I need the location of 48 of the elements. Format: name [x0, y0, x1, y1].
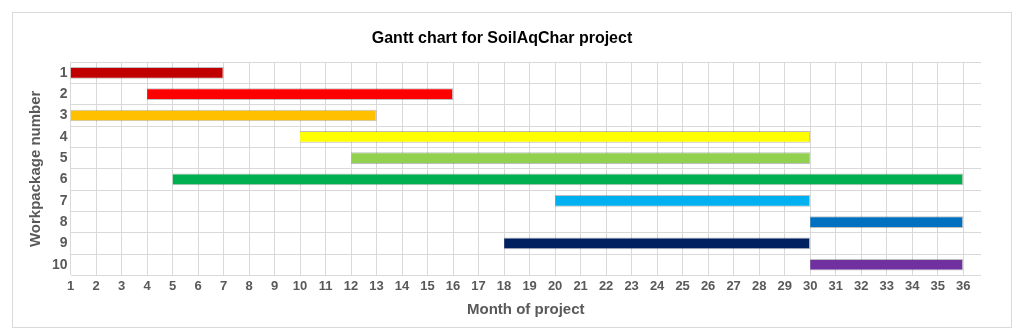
x-tick-label: 30 [802, 277, 818, 293]
y-tick-label: 3 [59, 106, 68, 123]
x-tick-label: 3 [117, 277, 126, 293]
x-tick-label: 29 [777, 277, 792, 293]
x-tick-label: 15 [420, 277, 435, 293]
x-tick-label: 27 [726, 277, 741, 293]
x-tick-label: 10 [292, 277, 308, 293]
x-tick-label: 4 [143, 277, 152, 293]
x-tick-label: 28 [751, 277, 767, 293]
x-tick-label: 2 [92, 277, 100, 293]
x-tick-label: 9 [270, 277, 279, 293]
x-tick-label: 18 [496, 277, 512, 293]
y-tick-label: 10 [51, 255, 68, 272]
x-tick-label: 19 [522, 277, 537, 293]
x-tick-label: 26 [700, 277, 716, 293]
y-tick-label: 5 [59, 149, 68, 165]
x-tick-label: 32 [853, 277, 869, 293]
chart-title: Gantt chart for SoilAqChar project [371, 29, 633, 47]
x-tick-label: 12 [343, 277, 359, 293]
x-tick-label: 25 [675, 277, 690, 293]
x-tick-label: 31 [828, 277, 843, 293]
y-tick-label: 6 [59, 170, 68, 187]
x-tick-label: 35 [930, 277, 945, 293]
y-tick-label: 7 [59, 191, 68, 208]
x-tick-label: 17 [471, 277, 486, 293]
x-tick-label: 22 [598, 277, 614, 293]
y-tick-label: 4 [59, 127, 68, 144]
x-tick-label: 11 [318, 277, 333, 293]
x-tick-label: 6 [194, 277, 202, 293]
x-tick-label: 7 [219, 277, 228, 293]
x-tick-label: 14 [394, 277, 411, 293]
x-tick-label: 16 [445, 277, 461, 293]
y-axis-title: Workpackage number [26, 90, 44, 248]
x-tick-label: 34 [904, 277, 921, 293]
x-tick-label: 33 [879, 277, 894, 293]
x-tick-label: 8 [245, 277, 253, 293]
x-tick-label: 20 [547, 277, 563, 293]
x-axis-title: Month of project [467, 300, 585, 318]
x-tick-label: 5 [168, 277, 177, 293]
y-tick-label: 1 [59, 63, 68, 80]
y-tick-label: 2 [59, 85, 68, 102]
x-tick-label: 36 [955, 277, 971, 293]
y-tick-label: 8 [59, 212, 68, 229]
x-tick-label: 13 [369, 277, 384, 293]
x-tick-label: 21 [573, 277, 588, 293]
x-tick-label: 23 [624, 277, 639, 293]
x-tick-label: 24 [649, 277, 666, 293]
y-tick-label: 9 [59, 234, 68, 251]
